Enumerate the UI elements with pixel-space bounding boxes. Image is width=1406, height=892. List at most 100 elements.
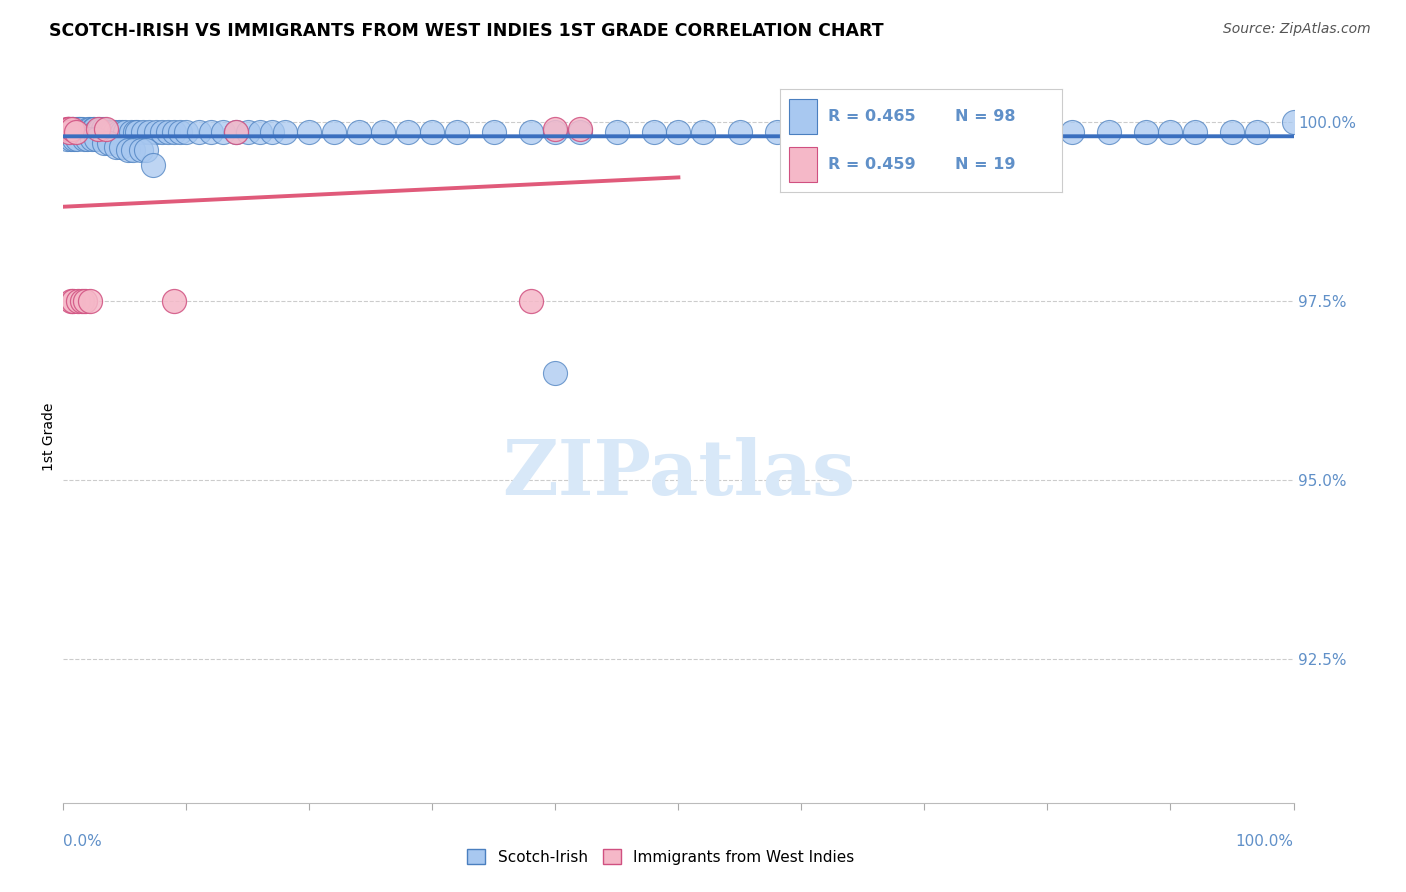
Point <box>79 293 101 308</box>
Point <box>58 121 80 136</box>
Point <box>129 143 152 157</box>
Point <box>643 125 665 139</box>
Point <box>150 125 173 139</box>
Point <box>347 125 370 139</box>
Point <box>59 293 82 308</box>
Point <box>371 125 394 139</box>
Point <box>482 125 505 139</box>
Point <box>83 121 105 136</box>
Point <box>56 121 79 136</box>
Point <box>1246 125 1268 139</box>
Point <box>67 293 90 308</box>
Point <box>914 125 936 139</box>
Point <box>1282 114 1305 128</box>
Y-axis label: 1st Grade: 1st Grade <box>42 403 56 471</box>
Point <box>65 121 87 136</box>
Point <box>65 125 87 139</box>
Point <box>75 293 97 308</box>
Text: Source: ZipAtlas.com: Source: ZipAtlas.com <box>1223 22 1371 37</box>
Point <box>135 143 157 157</box>
Point <box>1184 125 1206 139</box>
Point <box>70 293 93 308</box>
Point <box>127 125 148 139</box>
Point <box>544 121 567 136</box>
Text: 100.0%: 100.0% <box>1236 834 1294 848</box>
Point <box>105 139 128 153</box>
Point <box>96 125 118 139</box>
Text: ZIPatlas: ZIPatlas <box>502 437 855 510</box>
Point <box>70 121 93 136</box>
Text: SCOTCH-IRISH VS IMMIGRANTS FROM WEST INDIES 1ST GRADE CORRELATION CHART: SCOTCH-IRISH VS IMMIGRANTS FROM WEST IND… <box>49 22 884 40</box>
FancyBboxPatch shape <box>789 99 817 135</box>
Point <box>117 143 139 157</box>
Point <box>82 121 104 136</box>
Point <box>101 125 124 139</box>
Point <box>138 125 160 139</box>
Point <box>974 125 997 139</box>
Point <box>124 125 146 139</box>
Point <box>98 125 121 139</box>
Point <box>692 125 714 139</box>
Point <box>765 125 787 139</box>
Point <box>110 139 132 153</box>
Point <box>62 121 84 136</box>
Point <box>69 121 91 136</box>
Point <box>728 125 751 139</box>
Point <box>80 132 103 146</box>
Point <box>1036 125 1059 139</box>
Point <box>938 125 960 139</box>
Point <box>187 125 209 139</box>
Point <box>1062 125 1084 139</box>
Legend: Scotch-Irish, Immigrants from West Indies: Scotch-Irish, Immigrants from West Indie… <box>461 843 860 871</box>
Point <box>60 121 83 136</box>
Point <box>111 125 134 139</box>
Point <box>1012 125 1035 139</box>
Point <box>89 121 111 136</box>
Point <box>104 125 127 139</box>
Point <box>396 125 419 139</box>
Point <box>1220 125 1243 139</box>
Point <box>200 125 222 139</box>
Point <box>544 366 567 380</box>
Point <box>225 125 247 139</box>
Point <box>174 125 197 139</box>
Point <box>63 132 86 146</box>
Point <box>56 132 79 146</box>
Point <box>568 121 591 136</box>
Point <box>58 121 80 136</box>
Point <box>790 125 813 139</box>
Point <box>212 125 235 139</box>
Point <box>852 125 875 139</box>
Point <box>114 125 136 139</box>
Point <box>1135 125 1157 139</box>
Point <box>298 125 321 139</box>
Point <box>97 136 120 150</box>
Point <box>107 125 129 139</box>
Point <box>666 125 689 139</box>
Point <box>225 125 247 139</box>
Point <box>145 125 167 139</box>
Point <box>422 125 444 139</box>
Point <box>62 293 84 308</box>
Point <box>446 125 468 139</box>
Point <box>67 121 90 136</box>
Point <box>815 125 838 139</box>
Point <box>67 121 90 136</box>
Text: N = 19: N = 19 <box>955 157 1015 171</box>
Point <box>544 125 567 139</box>
Point <box>249 125 271 139</box>
Point <box>84 125 107 139</box>
Text: 0.0%: 0.0% <box>63 834 103 848</box>
Point <box>273 125 295 139</box>
Point <box>96 121 118 136</box>
Point <box>59 132 82 146</box>
Point <box>94 125 117 139</box>
Point <box>163 125 186 139</box>
Point <box>520 293 543 308</box>
Point <box>76 132 98 146</box>
Point <box>93 136 115 150</box>
Point <box>72 125 94 139</box>
Point <box>73 132 96 146</box>
Text: R = 0.465: R = 0.465 <box>828 110 915 124</box>
Point <box>889 125 911 139</box>
